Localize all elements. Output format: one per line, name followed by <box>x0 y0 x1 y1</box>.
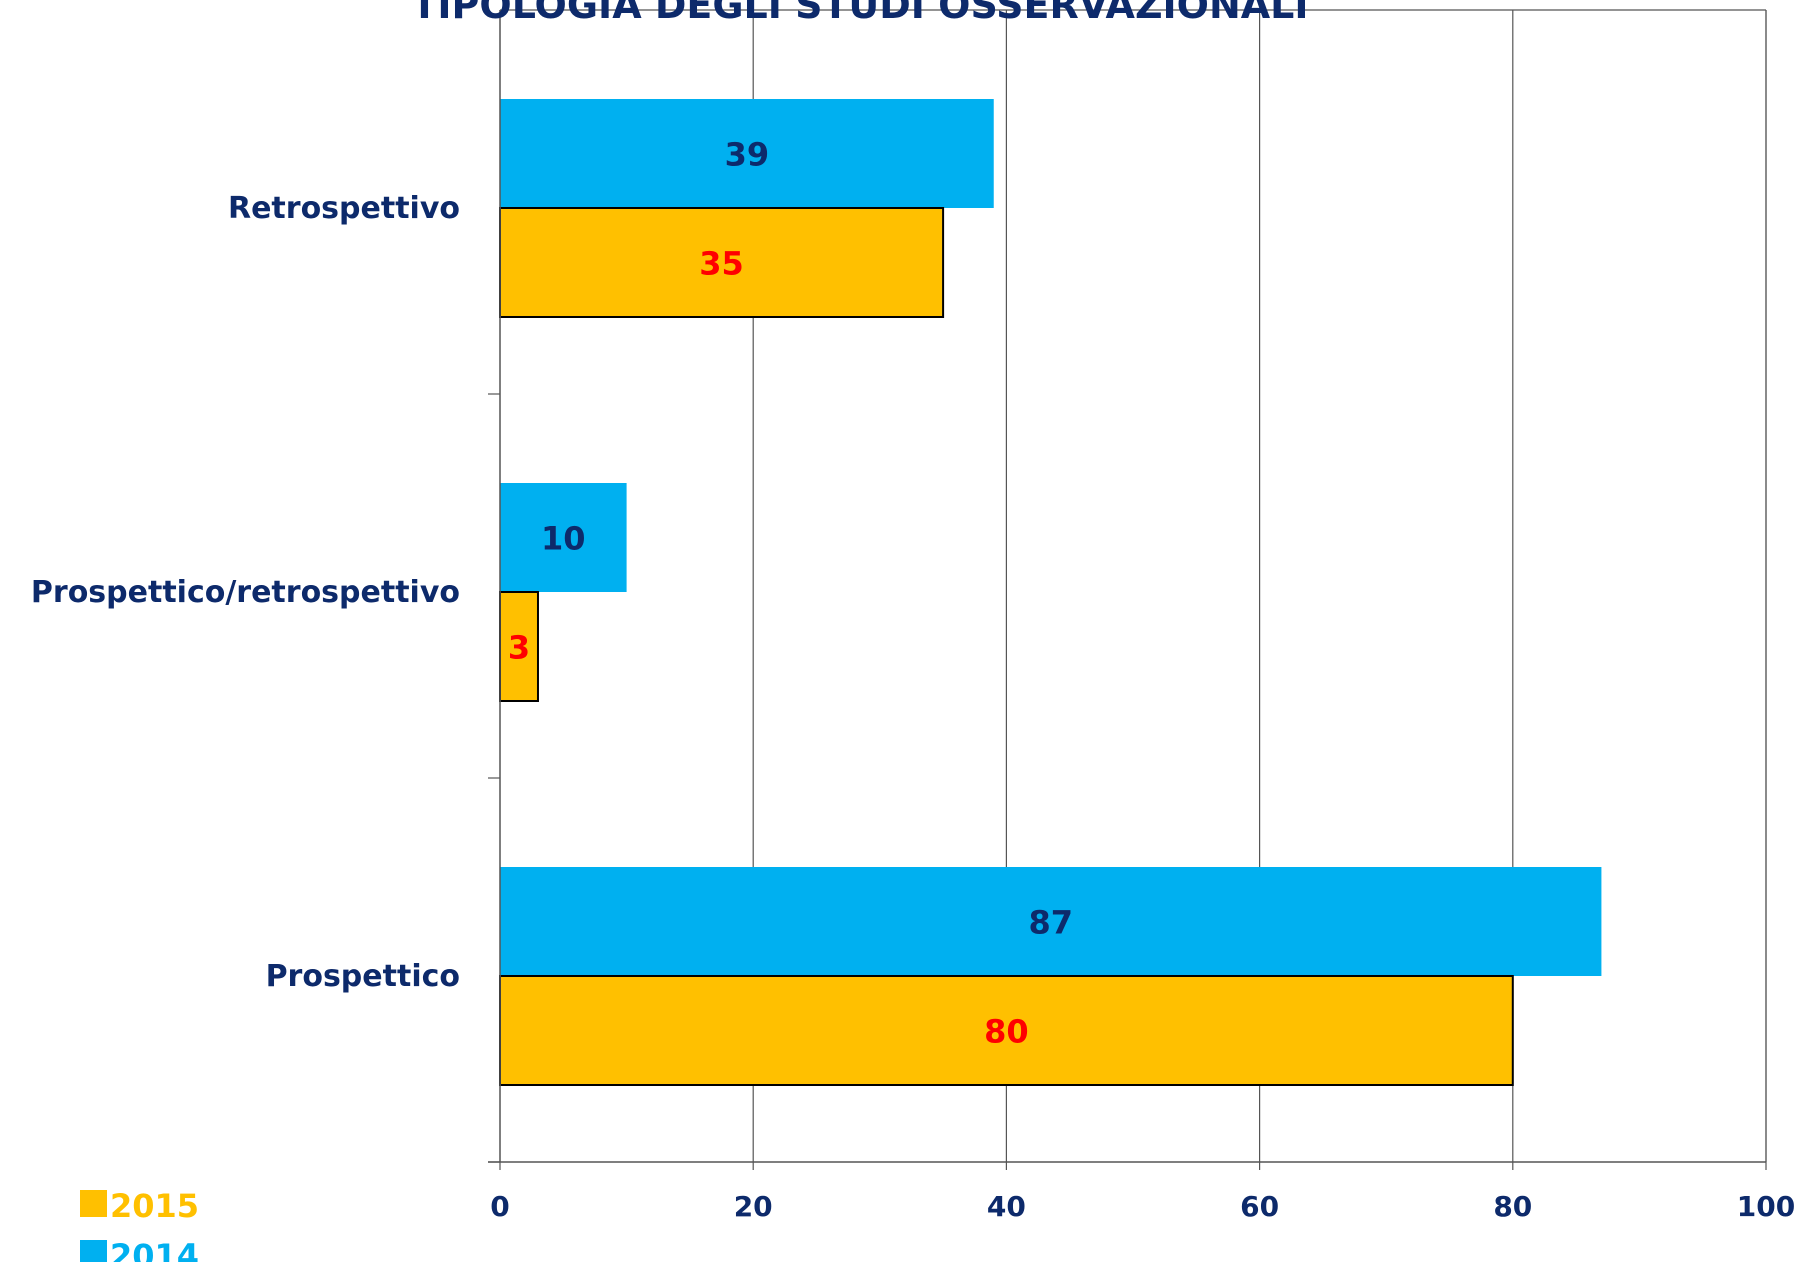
x-tick-label: 60 <box>1240 1190 1279 1223</box>
data-label-2015: 80 <box>984 1013 1029 1051</box>
bar-2015 <box>499 975 1514 1086</box>
data-label-2014: 87 <box>1028 904 1073 942</box>
bar-2014 <box>500 867 1602 976</box>
data-label-2015: 35 <box>699 245 744 283</box>
x-tick-label: 100 <box>1737 1190 1795 1223</box>
category-label: Prospettico/retrospettivo <box>31 575 460 610</box>
bar-2015 <box>499 591 539 702</box>
legend-swatch-2014 <box>80 1240 107 1262</box>
legend-label-2015: 2015 <box>110 1187 199 1225</box>
category-label: Prospettico <box>266 959 460 994</box>
category-label: Retrospettivo <box>228 191 460 226</box>
bar-2014 <box>500 483 627 592</box>
bar-2014 <box>500 99 994 208</box>
data-label-2015: 3 <box>508 629 530 667</box>
chart-title: TIPOLOGIA DEGLI STUDI OSSERVAZIONALI <box>411 0 1308 27</box>
labels: 0 20 40 60 80 100 39 35 Retrospettivo 10 3 Prospett… <box>31 136 1795 1224</box>
legend: 2015 2014 <box>80 1187 199 1262</box>
bars <box>499 99 1602 1086</box>
data-label-2014: 10 <box>541 520 586 558</box>
data-label-2014: 39 <box>725 136 770 174</box>
x-tick-label: 40 <box>987 1190 1026 1223</box>
legend-swatch-2015 <box>80 1190 107 1217</box>
x-tick-label: 20 <box>734 1190 773 1223</box>
legend-label-2014: 2014 <box>110 1237 199 1262</box>
x-tick-label: 80 <box>1493 1190 1532 1223</box>
axes <box>488 9 1767 1170</box>
x-tick-label: 0 <box>490 1190 509 1223</box>
